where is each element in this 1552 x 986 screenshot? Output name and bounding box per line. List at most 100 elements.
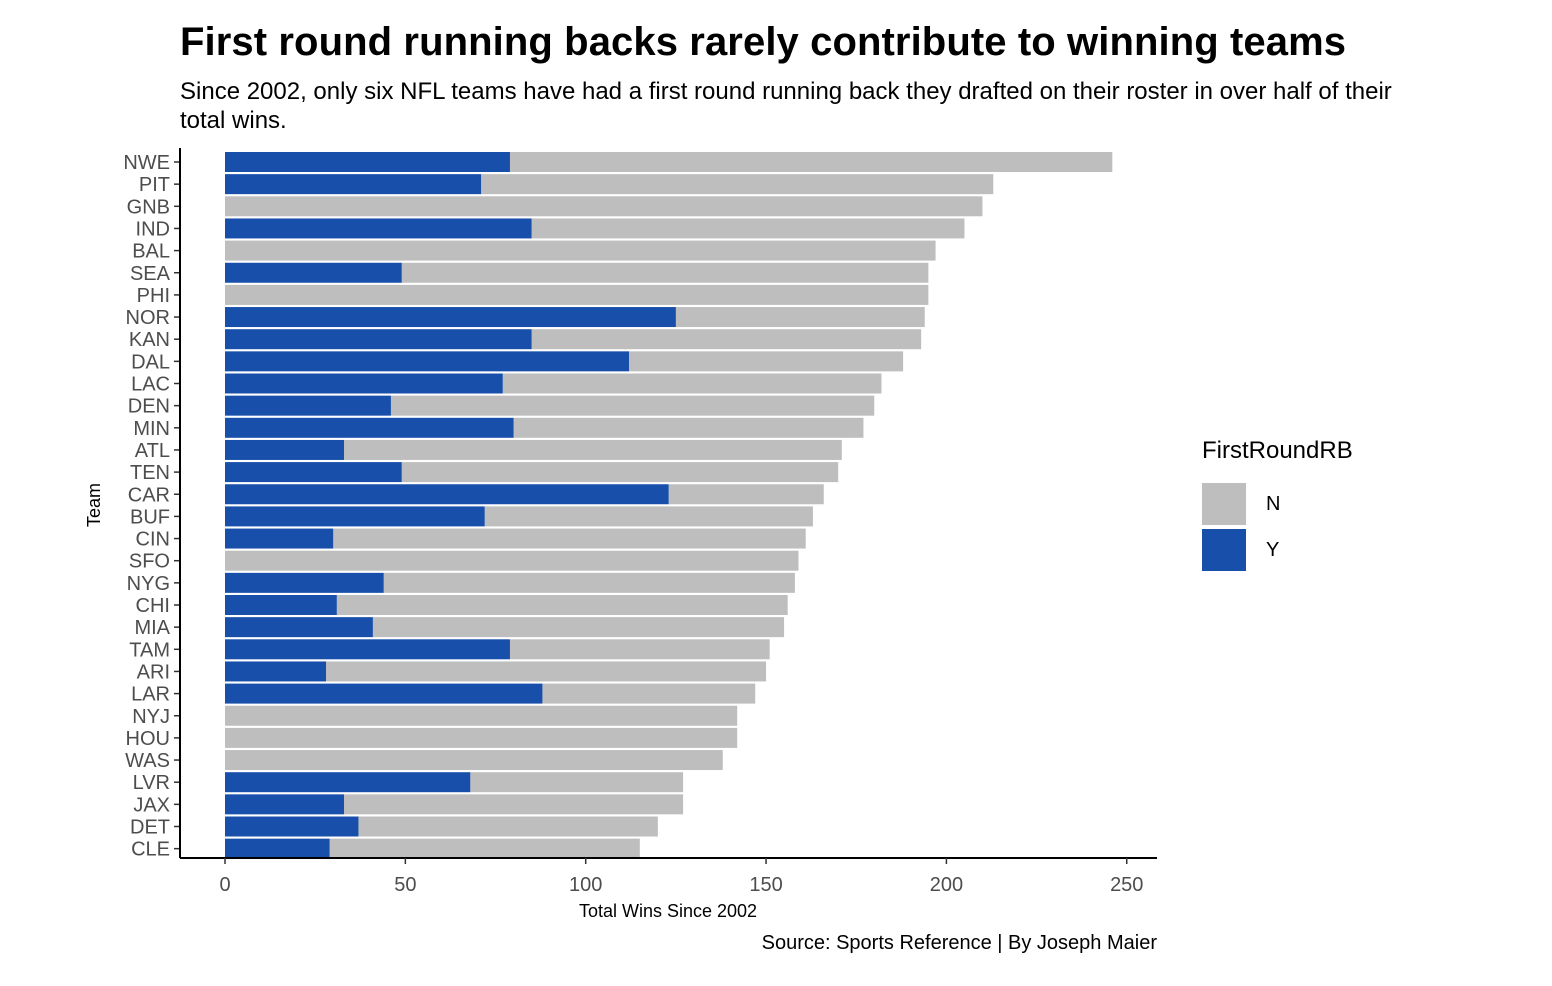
legend-label-n: N — [1266, 492, 1281, 515]
bar-nwe-y — [225, 152, 510, 172]
y-tick-label-nwe: NWE — [123, 152, 170, 174]
bar-nor-n — [675, 307, 925, 328]
bar-buf-n — [484, 506, 813, 527]
bar-jax-n — [344, 794, 684, 815]
bar-den-n — [390, 395, 875, 416]
bar-gnb-n — [225, 196, 983, 217]
bar-chi-y — [225, 595, 337, 615]
bar-tam-n — [509, 639, 770, 660]
bar-atl-y — [225, 439, 345, 460]
bar-buf-y — [225, 506, 485, 527]
bar-kan-y — [225, 329, 532, 350]
y-tick-label-mia: MIA — [134, 617, 170, 639]
bar-mia-n — [372, 617, 785, 638]
bar-ind-n — [531, 218, 965, 239]
bar-min-y — [225, 417, 514, 438]
y-tick-label-min: MIN — [133, 418, 170, 440]
bar-car-n — [668, 484, 824, 505]
bar-car-y — [225, 484, 669, 505]
legend-item-n: N — [1202, 481, 1353, 527]
bar-nwe-n — [509, 152, 1113, 172]
y-tick-label-sea: SEA — [130, 263, 171, 285]
y-tick-label-nyg: NYG — [127, 573, 170, 595]
y-axis-title: Team — [84, 483, 104, 527]
bar-was-n — [225, 750, 723, 771]
bar-lvr-y — [225, 772, 471, 793]
bar-min-n — [513, 417, 864, 438]
bar-lar-n — [542, 683, 756, 704]
bar-ind-y — [225, 218, 532, 239]
bar-lac-y — [225, 373, 503, 394]
bar-jax-y — [225, 794, 345, 815]
bar-nyg-y — [225, 572, 384, 593]
x-tick-label-50: 50 — [394, 874, 416, 896]
bar-chi-n — [336, 595, 788, 615]
bar-ari-y — [225, 661, 326, 682]
legend: FirstRoundRB N Y — [1202, 437, 1353, 573]
y-tick-label-det: DET — [130, 817, 170, 839]
bar-det-n — [358, 816, 658, 837]
legend-swatch-n — [1202, 483, 1246, 525]
y-tick-label-kan: KAN — [129, 329, 170, 351]
bar-dal-n — [628, 351, 904, 372]
y-tick-label-buf: BUF — [130, 506, 170, 528]
x-axis-title: Total Wins Since 2002 — [579, 901, 757, 921]
x-tick-label-250: 250 — [1110, 874, 1143, 896]
y-tick-label-den: DEN — [128, 396, 170, 418]
bar-dal-y — [225, 351, 629, 372]
y-tick-label-sfo: SFO — [129, 551, 170, 573]
y-tick-label-cin: CIN — [136, 529, 170, 551]
y-tick-label-nyj: NYJ — [132, 706, 170, 728]
y-tick-label-jax: JAX — [133, 794, 170, 816]
bar-lar-y — [225, 683, 543, 704]
bar-cle-y — [225, 838, 330, 859]
bar-ten-n — [401, 462, 839, 483]
bar-nyj-n — [225, 705, 738, 726]
bar-sea-n — [401, 262, 929, 283]
y-tick-label-chi: CHI — [136, 595, 170, 617]
chart-title: First round running backs rarely contrib… — [180, 20, 1347, 64]
bar-lac-n — [502, 373, 882, 394]
y-tick-label-car: CAR — [128, 484, 170, 506]
y-tick-label-cle: CLE — [131, 839, 170, 861]
legend-label-y: Y — [1266, 538, 1280, 561]
x-tick-label-100: 100 — [569, 874, 602, 896]
bar-phi-n — [225, 284, 929, 305]
y-tick-label-tam: TAM — [129, 639, 170, 661]
y-tick-label-lac: LAC — [131, 374, 170, 396]
y-tick-label-was: WAS — [125, 750, 170, 772]
bar-sea-y — [225, 262, 402, 283]
bar-sfo-n — [225, 550, 799, 571]
y-tick-label-dal: DAL — [131, 351, 170, 373]
chart-subtitle: Since 2002, only six NFL teams have had … — [180, 78, 1392, 134]
bar-atl-n — [344, 439, 842, 460]
x-tick-label-200: 200 — [930, 874, 963, 896]
bar-bal-n — [225, 240, 936, 261]
bar-hou-n — [225, 727, 738, 748]
legend-title: FirstRoundRB — [1202, 437, 1353, 464]
bar-ari-n — [325, 661, 767, 682]
y-tick-label-lar: LAR — [131, 684, 170, 706]
bar-tam-y — [225, 639, 510, 660]
bar-nyg-n — [383, 572, 795, 593]
y-tick-label-ari: ARI — [137, 661, 170, 683]
bar-pit-y — [225, 174, 482, 195]
bar-cle-n — [329, 838, 640, 859]
y-tick-label-gnb: GNB — [127, 196, 170, 218]
y-tick-label-lvr: LVR — [133, 772, 170, 794]
y-tick-label-hou: HOU — [126, 728, 170, 750]
y-tick-label-ten: TEN — [130, 462, 170, 484]
y-tick-label-ind: IND — [136, 218, 170, 240]
y-tick-label-bal: BAL — [132, 241, 170, 263]
y-tick-label-atl: ATL — [135, 440, 170, 462]
bar-det-y — [225, 816, 359, 837]
y-tick-label-nor: NOR — [126, 307, 170, 329]
x-tick-label-0: 0 — [219, 874, 230, 896]
legend-item-y: Y — [1202, 527, 1353, 573]
x-tick-label-150: 150 — [749, 874, 782, 896]
bar-pit-n — [481, 174, 994, 195]
bar-cin-y — [225, 528, 334, 549]
y-tick-label-pit: PIT — [139, 174, 170, 196]
bar-ten-y — [225, 462, 402, 483]
